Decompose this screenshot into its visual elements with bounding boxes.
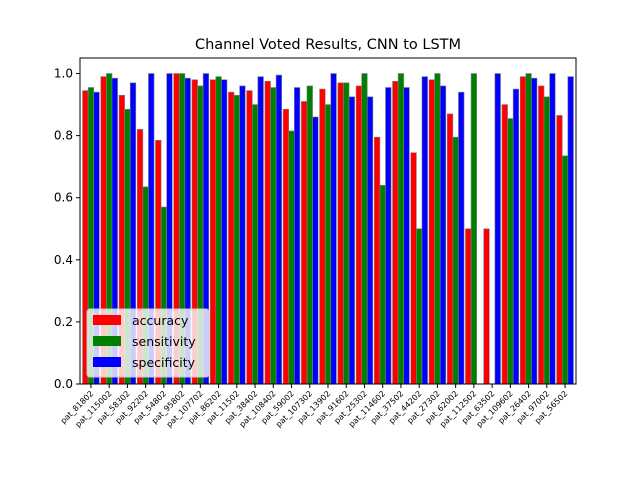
bar-accuracy-pat_63502 (483, 228, 490, 385)
bar-specificity-pat_13902 (330, 73, 337, 385)
bar-accuracy-pat_97002 (538, 85, 545, 385)
bar-specificity-pat_44202 (421, 76, 428, 385)
bar-specificity-pat_11502 (239, 85, 246, 385)
bar-accuracy-pat_38402 (246, 90, 253, 385)
bars-group (82, 73, 574, 385)
bar-sensitivity-pat_109602 (507, 118, 514, 385)
bar-sensitivity-pat_107302 (306, 85, 313, 385)
legend-label-specificity: specificity (132, 355, 196, 370)
legend: accuracy sensitivity specificity (86, 308, 210, 378)
legend-swatch-specificity (93, 357, 121, 367)
bar-accuracy-pat_112502 (465, 228, 472, 385)
legend-label-sensitivity: sensitivity (132, 334, 196, 349)
y-axis: 0.0 0.2 0.4 0.6 0.8 1.0 (54, 67, 80, 391)
bar-accuracy-pat_114602 (374, 136, 381, 385)
bar-specificity-pat_38402 (257, 76, 264, 385)
bar-sensitivity-pat_112502 (470, 73, 477, 385)
bar-accuracy-pat_109602 (501, 104, 508, 385)
y-tick-label: 0.8 (54, 129, 73, 143)
x-axis: pat_81802pat_115002pat_58302pat_92202pat… (59, 384, 569, 429)
bar-accuracy-pat_91602 (337, 82, 344, 385)
bar-accuracy-pat_59002 (282, 108, 290, 385)
bar-specificity-pat_59002 (294, 87, 301, 385)
bar-specificity-pat_109602 (512, 88, 520, 385)
bar-sensitivity-pat_26402 (525, 73, 532, 385)
bar-sensitivity-pat_59002 (288, 130, 295, 385)
bar-specificity-pat_37502 (403, 87, 410, 385)
bar-specificity-pat_62002 (458, 91, 465, 385)
bar-accuracy-pat_56502 (556, 115, 563, 385)
bar-accuracy-pat_108402 (264, 80, 271, 385)
bar-sensitivity-pat_37502 (397, 73, 405, 385)
legend-swatch-accuracy (93, 315, 121, 325)
bar-specificity-pat_97002 (549, 73, 556, 385)
bar-accuracy-pat_26402 (519, 76, 527, 385)
y-tick-label: 0.0 (54, 377, 73, 391)
bar-sensitivity-pat_25302 (361, 73, 368, 385)
bar-accuracy-pat_44202 (410, 152, 417, 385)
bar-accuracy-pat_37502 (392, 80, 399, 385)
legend-swatch-sensitivity (93, 336, 121, 346)
bar-specificity-pat_56502 (567, 76, 574, 385)
y-tick-label: 0.6 (54, 191, 73, 205)
y-tick-label: 0.4 (54, 253, 73, 267)
bar-accuracy-pat_107302 (301, 101, 308, 385)
bar-sensitivity-pat_27302 (434, 73, 441, 385)
bar-specificity-pat_86202 (221, 79, 228, 385)
chart-title: Channel Voted Results, CNN to LSTM (195, 37, 461, 53)
bar-specificity-pat_26402 (531, 77, 538, 385)
bar-accuracy-pat_62002 (446, 113, 454, 385)
bar-accuracy-pat_86202 (209, 79, 217, 385)
bar-sensitivity-pat_97002 (543, 96, 550, 385)
bar-sensitivity-pat_11502 (233, 94, 240, 385)
bar-specificity-pat_114602 (385, 87, 392, 385)
bar-specificity-pat_27302 (439, 85, 447, 385)
bar-accuracy-pat_25302 (355, 85, 362, 385)
bar-specificity-pat_25302 (366, 96, 374, 385)
bar-specificity-pat_107302 (312, 116, 319, 385)
legend-label-accuracy: accuracy (132, 313, 189, 328)
bar-sensitivity-pat_44202 (416, 228, 423, 385)
bar-specificity-pat_91602 (348, 96, 355, 385)
bar-sensitivity-pat_38402 (251, 104, 259, 385)
y-tick-label: 1.0 (54, 67, 73, 81)
bar-sensitivity-pat_62002 (452, 136, 459, 385)
bar-sensitivity-pat_13902 (324, 104, 332, 385)
bar-accuracy-pat_11502 (228, 91, 235, 385)
bar-sensitivity-pat_56502 (561, 155, 569, 385)
bar-specificity-pat_63502 (494, 73, 501, 385)
bar-sensitivity-pat_114602 (379, 185, 386, 385)
y-tick-label: 0.2 (54, 315, 73, 329)
bar-sensitivity-pat_91602 (343, 82, 350, 385)
bar-sensitivity-pat_108402 (270, 87, 277, 385)
bar-accuracy-pat_13902 (319, 88, 326, 385)
bar-sensitivity-pat_86202 (215, 76, 222, 385)
bar-specificity-pat_108402 (275, 74, 282, 385)
bar-accuracy-pat_27302 (428, 79, 435, 385)
